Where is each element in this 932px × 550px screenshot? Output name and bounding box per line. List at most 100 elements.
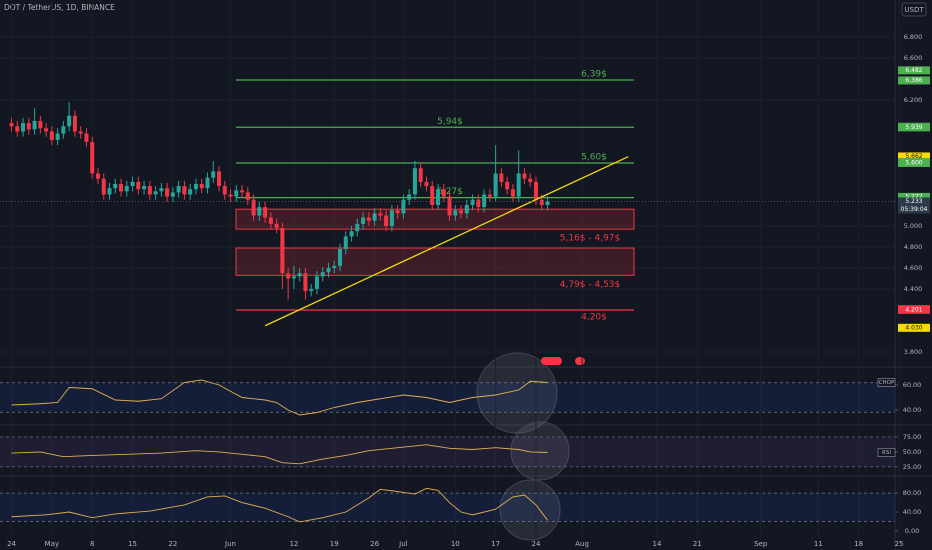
candle-body xyxy=(136,181,141,190)
candle-body xyxy=(119,183,124,192)
candle-body xyxy=(435,189,441,205)
candle-body xyxy=(142,186,147,190)
candle-body xyxy=(418,168,423,182)
candle-body xyxy=(193,183,198,190)
candle-body xyxy=(9,123,14,127)
candle-body xyxy=(470,199,475,205)
candle-body xyxy=(493,173,498,197)
currency-box[interactable] xyxy=(901,2,927,17)
candle-body xyxy=(516,173,521,197)
level-label: 4,20$ xyxy=(581,312,607,322)
candle-body xyxy=(38,120,43,129)
candle-body xyxy=(361,217,366,224)
indicator-tag xyxy=(877,448,896,457)
candle-body xyxy=(372,213,377,221)
candle-body xyxy=(49,131,54,140)
level-label: 6,39$ xyxy=(581,70,607,80)
x-tick-label: 14 xyxy=(653,540,662,548)
price-tag-label: 5.233 xyxy=(905,198,922,205)
indicator-tick-label: 25.00 xyxy=(903,463,922,471)
price-tag-label: 5.939 xyxy=(905,124,922,131)
y-tick-label: 6.600 xyxy=(904,54,923,62)
y-tick-label: 6.800 xyxy=(904,33,923,41)
x-tick-label: 24 xyxy=(532,540,541,548)
candle-body xyxy=(199,183,204,189)
candle-body xyxy=(101,178,106,195)
candle-body xyxy=(355,223,360,232)
event-badge[interactable] xyxy=(541,357,562,365)
indicator-tick-label: 80.00 xyxy=(903,489,922,497)
candle-body xyxy=(378,213,383,216)
indicator-line xyxy=(11,379,548,416)
candle-body xyxy=(545,201,550,205)
candle-body xyxy=(309,288,314,292)
indicator-band xyxy=(0,436,895,467)
indicator-tag xyxy=(877,378,896,387)
candle-body xyxy=(476,199,481,208)
currency: USDT xyxy=(904,6,924,14)
price-tag-label: 5.277 xyxy=(905,193,922,200)
candle-body xyxy=(459,210,464,214)
candle-body xyxy=(453,210,458,216)
candle-body xyxy=(407,194,412,200)
price-tag xyxy=(898,152,930,161)
candle-body xyxy=(326,267,331,273)
x-tick-label: Sep xyxy=(754,540,768,548)
y-tick-label: 5.000 xyxy=(904,222,923,230)
x-tick-label: May xyxy=(45,540,59,548)
candle-body xyxy=(176,186,181,193)
candle-body xyxy=(510,189,515,197)
candle-body xyxy=(124,186,129,192)
price-tag xyxy=(898,76,930,85)
candle-body xyxy=(147,186,152,195)
candle-body xyxy=(303,273,308,292)
candle-body xyxy=(32,120,37,130)
candle-body xyxy=(280,228,285,274)
level-label: 5,94$ xyxy=(437,117,463,127)
candle-body xyxy=(263,207,268,218)
countdown-box xyxy=(898,205,930,214)
event-badge[interactable] xyxy=(575,357,585,365)
candle-body xyxy=(389,210,394,226)
candle-body xyxy=(338,249,343,266)
indicator-band xyxy=(0,493,895,522)
candle-body xyxy=(182,186,187,195)
x-tick-label: 24 xyxy=(7,540,16,548)
candle-body xyxy=(268,217,273,224)
x-tick-label: 21 xyxy=(693,540,702,548)
price-tag xyxy=(898,158,930,167)
indicator-name: RSI xyxy=(882,450,891,456)
candle-body xyxy=(332,265,337,268)
candle-body xyxy=(90,141,95,174)
y-tick-label: 4.400 xyxy=(904,285,923,293)
x-tick-label: Jul xyxy=(398,540,408,548)
candle-body xyxy=(211,171,216,178)
indicator-tick-label: 0.00 xyxy=(905,527,919,535)
candle-body xyxy=(222,186,227,195)
indicator-tick-label: 60.00 xyxy=(903,381,922,389)
candle-body xyxy=(366,217,371,221)
candle-body xyxy=(522,173,527,179)
candle-body xyxy=(188,189,193,195)
highlight-circle xyxy=(499,479,561,541)
x-tick-label: 25 xyxy=(895,540,904,548)
candle-body xyxy=(395,210,400,214)
candle-body xyxy=(464,204,469,214)
x-tick-label: 15 xyxy=(128,540,137,548)
candle-body xyxy=(159,188,164,192)
x-tick-label: 10 xyxy=(451,540,460,548)
indicator-line xyxy=(11,444,548,465)
candle-body xyxy=(165,188,170,197)
indicator-tick-label: 40.00 xyxy=(903,508,922,516)
candle-body xyxy=(78,131,83,134)
candle-body xyxy=(216,171,222,187)
price-tag-label: 6.482 xyxy=(905,67,922,74)
candle-body xyxy=(205,177,210,189)
candle-body xyxy=(447,196,452,216)
candle-body xyxy=(286,273,291,279)
candle-body xyxy=(314,276,319,289)
candle-body xyxy=(113,183,118,189)
candle-body xyxy=(21,123,26,132)
zone xyxy=(235,247,635,276)
